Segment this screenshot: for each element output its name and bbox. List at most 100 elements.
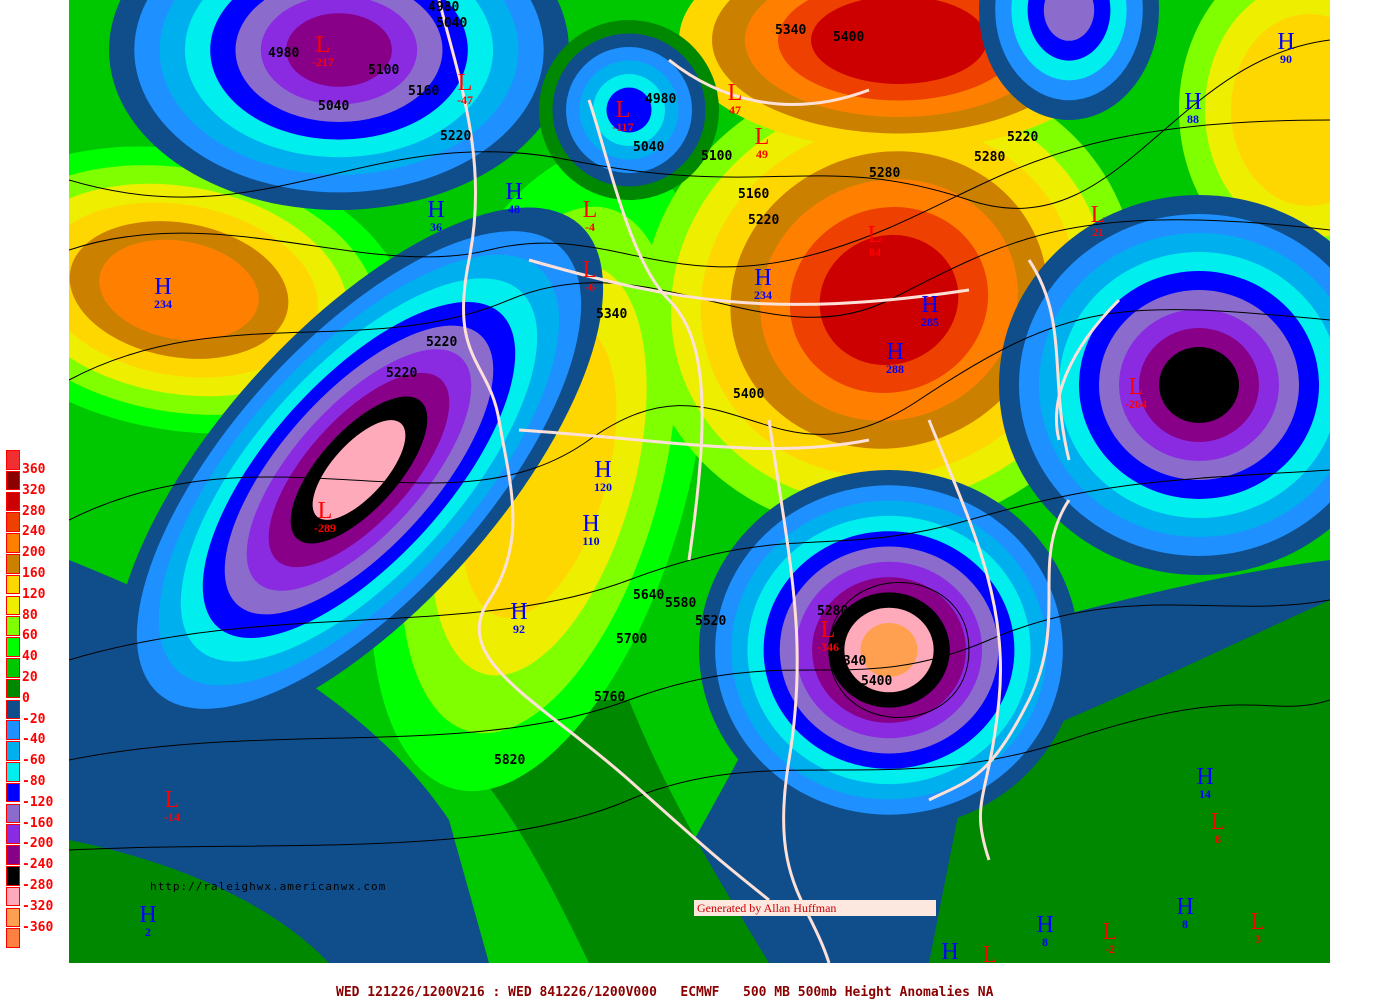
contour-label: 5280 bbox=[869, 166, 901, 181]
high-pressure-marker: H 14 bbox=[1185, 765, 1225, 800]
legend-swatch bbox=[6, 845, 20, 865]
contour-label: 5700 bbox=[616, 632, 648, 647]
legend-label: 200 bbox=[22, 545, 46, 561]
height-contour bbox=[69, 599, 1330, 761]
height-anomaly-map: L -217 L -47 L -117 L 47 L 49 H 48 H 36 L -4 L -6 H 234 H 234… bbox=[69, 0, 1330, 963]
marker-value: -117 bbox=[612, 120, 634, 134]
height-contour bbox=[69, 119, 1330, 268]
legend-label: 320 bbox=[22, 482, 46, 498]
legend-swatch bbox=[6, 824, 20, 844]
anomaly-region bbox=[286, 13, 392, 87]
marker-value: -2 bbox=[1105, 942, 1115, 956]
contour-label: 5220 bbox=[386, 366, 418, 381]
contour-label: 5340 bbox=[835, 654, 867, 669]
coastline bbox=[437, 0, 770, 902]
low-pressure-marker: L 21 bbox=[1078, 203, 1118, 238]
legend-swatch bbox=[6, 699, 20, 720]
low-pressure-marker: L -346 bbox=[808, 617, 848, 654]
contour-label: 5400 bbox=[733, 387, 765, 402]
marker-letter: L bbox=[820, 617, 836, 643]
low-pressure-marker: L -14 bbox=[152, 788, 192, 824]
legend-swatch bbox=[6, 720, 20, 740]
marker-letter: H bbox=[427, 197, 445, 223]
contour-label: 4980 bbox=[645, 92, 677, 107]
high-pressure-marker: H 285 bbox=[910, 293, 950, 329]
legend-label: -160 bbox=[22, 815, 54, 831]
marker-letter: L bbox=[1250, 909, 1266, 935]
legend-swatch bbox=[6, 637, 20, 657]
marker-value: 8 bbox=[1215, 832, 1221, 846]
marker-letter: L bbox=[1128, 374, 1144, 400]
contour-label: 5760 bbox=[594, 690, 626, 705]
coastline bbox=[668, 58, 870, 106]
contour-label: 5220 bbox=[440, 129, 472, 144]
legend-label: -320 bbox=[22, 898, 54, 914]
contour-label: 5340 bbox=[775, 23, 807, 38]
marker-letter: L bbox=[1210, 809, 1226, 835]
marker-value: 285 bbox=[921, 315, 939, 329]
anomaly-region bbox=[811, 0, 987, 84]
legend-label: 360 bbox=[22, 462, 46, 477]
marker-value: 88 bbox=[1187, 112, 1199, 126]
height-contour bbox=[69, 469, 1330, 661]
legend-label: -120 bbox=[22, 794, 54, 810]
legend-swatch bbox=[6, 658, 20, 678]
marker-value: -346 bbox=[817, 640, 839, 654]
marker-value: -289 bbox=[314, 521, 336, 535]
anomaly-region bbox=[99, 239, 259, 341]
high-pressure-marker: H 288 bbox=[875, 340, 915, 375]
legend-label: -20 bbox=[22, 711, 46, 727]
legend-swatch bbox=[6, 554, 20, 574]
low-pressure-marker: L -2 bbox=[1090, 919, 1130, 956]
contour-label: 5040 bbox=[436, 16, 468, 31]
contour-label: 5640 bbox=[633, 588, 665, 603]
legend-label: -360 bbox=[22, 919, 54, 935]
contour-label: 5280 bbox=[817, 604, 849, 619]
marker-letter: L bbox=[727, 80, 743, 106]
legend-label: -200 bbox=[22, 836, 54, 852]
legend-swatch bbox=[6, 928, 20, 948]
legend-swatch bbox=[6, 512, 20, 532]
coastline bbox=[927, 419, 1003, 861]
high-pressure-marker: H 234 bbox=[143, 275, 183, 310]
marker-letter: L bbox=[754, 124, 770, 150]
marker-value: 3 bbox=[1255, 932, 1261, 946]
contour-label: 5400 bbox=[833, 30, 865, 45]
anomaly-region bbox=[606, 87, 652, 133]
marker-letter: L bbox=[867, 222, 883, 248]
contour-label: 5220 bbox=[1007, 130, 1039, 145]
marker-value: 84 bbox=[869, 245, 881, 259]
low-pressure-marker: L -6 bbox=[570, 257, 610, 293]
contour-label: 5580 bbox=[665, 596, 697, 611]
legend-swatch bbox=[6, 491, 20, 512]
high-pressure-marker: H 92 bbox=[499, 600, 539, 636]
marker-letter: H bbox=[1184, 89, 1202, 115]
high-pressure-marker: H bbox=[930, 940, 970, 963]
contour-label: 4980 bbox=[268, 46, 300, 61]
marker-letter: L bbox=[1102, 919, 1118, 945]
low-pressure-marker: L 84 bbox=[855, 222, 895, 259]
marker-value: -14 bbox=[164, 810, 180, 824]
legend-swatch bbox=[6, 762, 20, 782]
height-contour bbox=[828, 582, 970, 718]
marker-value: 48 bbox=[508, 202, 520, 216]
high-pressure-marker: H 48 bbox=[494, 180, 534, 216]
marker-letter: H bbox=[1176, 894, 1194, 920]
anomaly-region bbox=[929, 600, 1330, 963]
contour-label: 5160 bbox=[408, 84, 440, 99]
low-pressure-marker: L -4 bbox=[570, 198, 610, 233]
high-pressure-marker: H 110 bbox=[571, 512, 611, 547]
coastline bbox=[1027, 259, 1071, 461]
low-pressure-marker: L -289 bbox=[305, 499, 345, 535]
coastline bbox=[928, 499, 1071, 802]
marker-letter: H bbox=[139, 902, 157, 928]
marker-value: 92 bbox=[513, 622, 525, 636]
contour-label: 4980 bbox=[428, 0, 460, 15]
marker-letter: L bbox=[582, 257, 598, 283]
low-pressure-marker: L -264 bbox=[1116, 374, 1156, 410]
source-url: http://raleighwx.americanwx.com bbox=[150, 880, 387, 893]
anomaly-region bbox=[1231, 14, 1330, 206]
low-pressure-marker: L -117 bbox=[603, 98, 643, 134]
